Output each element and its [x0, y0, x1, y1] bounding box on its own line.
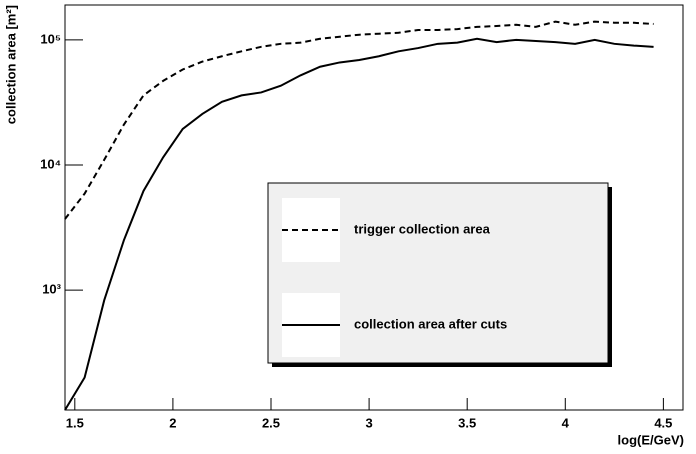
y-axis-label: collection area [m²] [3, 5, 18, 124]
legend-label: trigger collection area [354, 221, 491, 236]
legend-swatch-bg [282, 198, 340, 262]
x-tick-label: 4.5 [654, 415, 672, 430]
x-tick-label: 1.5 [66, 415, 84, 430]
y-tick-label: 10⁵ [40, 31, 61, 46]
y-tick-label: 10³ [42, 282, 61, 297]
series-line [64, 37, 654, 411]
x-tick-label: 2.5 [262, 415, 280, 430]
x-tick-label: 3 [365, 415, 372, 430]
x-tick-label: 4 [562, 415, 570, 430]
series-line [64, 20, 654, 220]
x-tick-label: 2 [169, 415, 176, 430]
x-axis-label: log(E/GeV) [618, 432, 684, 447]
legend-label: collection area after cuts [354, 316, 507, 331]
x-tick-label: 3.5 [458, 415, 476, 430]
y-tick-label: 10⁴ [40, 156, 61, 171]
plot-frame [64, 4, 684, 411]
